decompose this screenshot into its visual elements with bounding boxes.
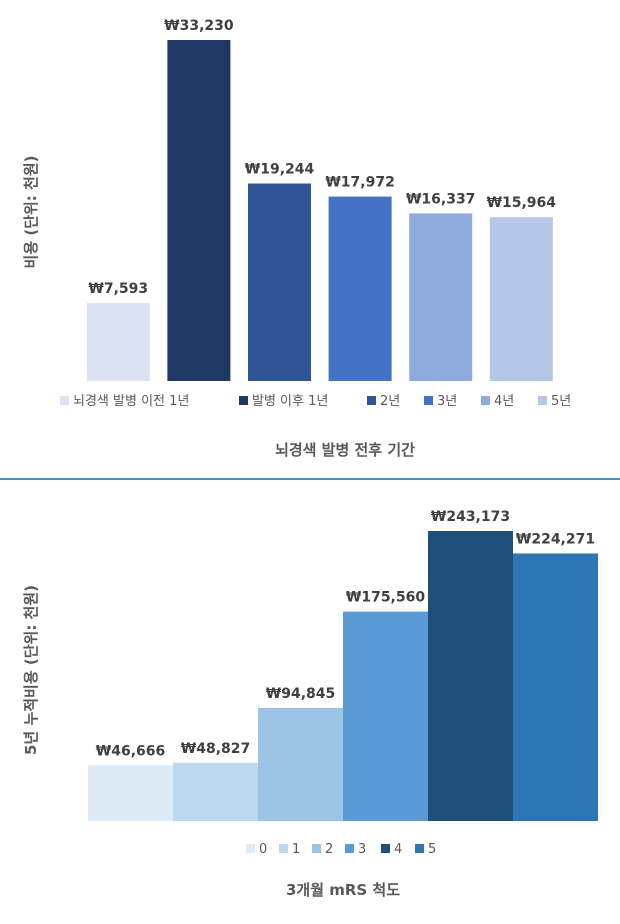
bar-2 (173, 762, 258, 821)
legend-label-6: 5 (428, 842, 436, 857)
bar-5 (428, 531, 513, 821)
data-label-1: ₩46,666 (96, 743, 165, 759)
legend-swatch-6 (538, 396, 547, 405)
legend-label-3: 2 (325, 842, 333, 857)
bar-1 (88, 765, 173, 821)
data-label-3: ₩19,244 (245, 162, 315, 178)
legend-label-1: 뇌경색 발병 이전 1년 (73, 394, 189, 409)
legend-label-5: 4 (394, 842, 402, 857)
bar-3 (248, 183, 311, 381)
data-label-6: ₩224,271 (516, 532, 595, 548)
x-axis-label: 뇌경색 발병 전후 기간 (275, 441, 415, 459)
legend-swatch-3 (367, 396, 376, 405)
bar-5 (409, 213, 473, 381)
legend: 뇌경색 발병 이전 1년 발병 이후 1년 2년 3년 4년 5년 (60, 394, 571, 409)
legend-label-1: 0 (259, 842, 267, 857)
chart-2-canvas: 5년 누적비용 (단위: 천원) ₩46,666 ₩48,827 ₩94,845 ₩1… (22, 509, 598, 899)
data-label-5: ₩16,337 (406, 191, 475, 207)
legend-swatch-5 (481, 396, 490, 405)
chart-divider (0, 478, 620, 480)
y-axis-label: 비용 (단위: 천원) (22, 156, 40, 269)
bar-group (86, 40, 553, 381)
bar-1 (86, 303, 150, 381)
x-axis-label: 3개월 mRS 척도 (286, 881, 400, 899)
legend-swatch-4 (345, 844, 354, 853)
legend-swatch-3 (312, 844, 321, 853)
bar-6 (489, 217, 553, 381)
legend-swatch-4 (424, 396, 433, 405)
data-label-2: ₩33,230 (164, 18, 234, 34)
bar-group (88, 531, 598, 821)
legend-label-4: 3년 (437, 394, 457, 409)
legend: 0 1 2 3 4 5 (246, 842, 436, 857)
data-label-5: ₩243,173 (431, 509, 510, 525)
data-label-3: ₩94,845 (266, 686, 335, 702)
bar-3 (258, 707, 343, 821)
chart-cost-by-period: 비용 (단위: 천원) ₩7,593 ₩33,230 ₩19,244 ₩17,972 ₩… (22, 18, 571, 459)
data-label-group: ₩46,666 ₩48,827 ₩94,845 ₩175,560 ₩243,173 ₩22… (96, 509, 595, 759)
bar-4 (343, 611, 428, 821)
legend-label-5: 4년 (494, 394, 514, 409)
bar-6 (513, 553, 598, 821)
legend-swatch-1 (60, 396, 69, 405)
legend-label-3: 2년 (380, 394, 400, 409)
legend-swatch-5 (381, 844, 390, 853)
legend-swatch-2 (239, 396, 248, 405)
data-label-group: ₩7,593 ₩33,230 ₩19,244 ₩17,972 ₩16,337 ₩15,96… (88, 18, 556, 297)
data-label-6: ₩15,964 (487, 195, 557, 211)
data-label-2: ₩48,827 (181, 741, 250, 757)
legend-swatch-1 (246, 844, 255, 853)
chart-cumulative-cost-by-mrs: 5년 누적비용 (단위: 천원) ₩46,666 ₩48,827 ₩94,845 ₩1… (0, 480, 620, 920)
legend-swatch-2 (279, 844, 288, 853)
legend-label-2: 1 (292, 842, 300, 857)
chart-1-canvas: 비용 (단위: 천원) ₩7,593₩33,230₩19,244₩17,972₩… (22, 18, 571, 459)
data-label-4: ₩17,972 (325, 175, 394, 191)
data-label-1: ₩7,593 (88, 281, 148, 297)
data-label-4: ₩175,560 (346, 590, 425, 606)
legend-label-6: 5년 (551, 394, 571, 409)
legend-label-4: 3 (358, 842, 366, 857)
legend-label-2: 발병 이후 1년 (252, 394, 328, 409)
bar-4 (328, 196, 392, 381)
bar-2 (167, 40, 231, 381)
legend-swatch-6 (415, 844, 424, 853)
y-axis-label: 5년 누적비용 (단위: 천원) (22, 585, 40, 755)
